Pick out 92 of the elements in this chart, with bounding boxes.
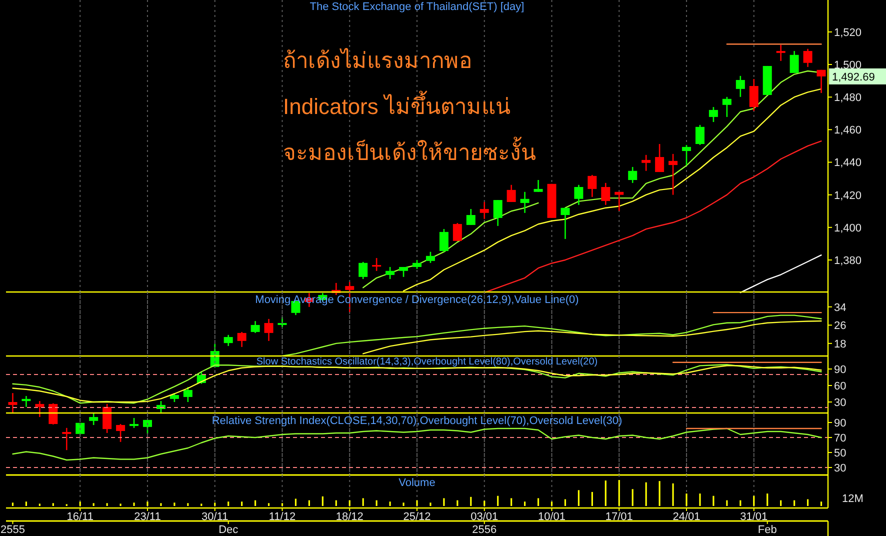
y-tick-label: 1,420 — [834, 190, 862, 202]
candlestick — [695, 124, 704, 146]
candlestick — [102, 403, 112, 434]
candlestick — [183, 386, 192, 403]
chart-title: Slow Stochastics Oscillator(14,3,3),Overbought Level(80),Oversold Level(20) — [256, 356, 598, 368]
candlestick — [466, 208, 476, 226]
candlestick — [452, 222, 462, 242]
line-series — [282, 314, 822, 357]
candlestick — [372, 257, 382, 272]
y-tick-label: 1,500 — [834, 60, 862, 72]
candlestick — [439, 228, 448, 252]
y-tick-label: 90 — [834, 418, 846, 430]
candlestick — [655, 143, 664, 173]
candlestick — [224, 334, 233, 347]
x-tick-label: 30/11 — [202, 511, 228, 523]
y-tick-label: 18 — [834, 338, 846, 350]
candlestick — [386, 266, 395, 280]
candlestick — [614, 191, 624, 212]
y-tick-label: 1,460 — [834, 124, 862, 137]
line-series — [362, 320, 822, 354]
candlestick — [736, 75, 745, 98]
candlestick — [35, 400, 44, 418]
candlestick — [480, 201, 489, 220]
annotation: จะมองเป็นเด้งให้ขายซะงั้น — [283, 137, 536, 165]
candlestick — [22, 395, 31, 408]
x-tick-label: 16/11 — [66, 511, 94, 523]
candlestick — [278, 316, 287, 328]
candlestick — [116, 423, 126, 443]
category-label: 2556 — [472, 524, 497, 536]
y-tick-label: 1,440 — [834, 157, 862, 170]
y-tick-label: 70 — [834, 432, 846, 444]
chart-title: The Stock Exchange of Thailand(SET) [day] — [310, 1, 524, 13]
candlestick — [574, 184, 584, 206]
x-tick-label: 17/01 — [605, 511, 633, 523]
line-series — [740, 254, 822, 294]
y-tick-label: 90 — [834, 364, 846, 376]
annotation: Indicators ไม่ขึ้นตามแน่ — [283, 91, 510, 119]
y-tick-label: 60 — [834, 380, 846, 392]
candlestick — [803, 48, 812, 68]
category-label: 2555 — [0, 524, 25, 536]
x-tick-label: 31/01 — [740, 511, 768, 523]
candlestick — [816, 69, 826, 94]
x-tick-label: 24/01 — [672, 511, 700, 523]
x-tick-label: 23/11 — [134, 511, 161, 523]
annotation: ถ้าเด้งไม่แรงมากพอ — [283, 48, 472, 73]
candlestick — [237, 331, 246, 348]
y-tick-label: 1,480 — [834, 92, 862, 104]
candlestick — [708, 106, 718, 123]
candlestick — [642, 154, 651, 172]
candlestick — [601, 182, 610, 206]
category-label: Dec — [218, 524, 239, 536]
y-tick-label: 1,520 — [834, 26, 862, 39]
text: 12M — [842, 493, 864, 505]
candlestick — [264, 318, 274, 342]
y-tick-label: 26 — [834, 320, 846, 332]
y-tick-label: 34 — [834, 302, 846, 314]
candlestick — [506, 184, 516, 203]
x-tick-label: 25/12 — [403, 511, 431, 523]
x-tick-label: 11/12 — [268, 511, 296, 523]
y-tick-label: 1,400 — [834, 222, 862, 234]
category-label: Feb — [758, 524, 777, 536]
candlestick — [426, 251, 435, 264]
y-tick-label: 1,380 — [834, 254, 862, 267]
y-tick-label: 30 — [834, 462, 846, 474]
candlestick — [8, 392, 18, 414]
candlestick — [628, 166, 638, 184]
candlestick — [520, 191, 530, 214]
y-tick-label: 50 — [834, 448, 846, 460]
candlestick — [749, 78, 758, 112]
x-tick-label: 10/01 — [538, 511, 566, 523]
candlestick — [493, 199, 502, 227]
candlestick — [89, 412, 98, 426]
candlestick — [534, 179, 543, 193]
candlestick — [668, 153, 678, 196]
chart-title: Volume — [398, 477, 436, 489]
candlestick — [62, 427, 72, 451]
candlestick — [130, 417, 139, 429]
x-tick-label: 03/01 — [470, 511, 498, 523]
chart-title: Relative Strength Index(CLOSE,14,30,70),Overbought Level(70),Oversold Level(30) — [212, 415, 622, 427]
y-tick-label: 30 — [834, 397, 846, 409]
line-series — [12, 428, 822, 461]
candlestick — [250, 320, 260, 334]
candlestick — [722, 96, 732, 118]
candlestick — [790, 50, 799, 74]
candlestick — [588, 174, 597, 198]
text: 1,492.69 — [832, 71, 875, 84]
candlestick — [682, 144, 692, 166]
candlestick — [776, 44, 786, 62]
candlestick — [560, 207, 570, 240]
candlestick — [358, 261, 368, 280]
x-tick-label: 18/12 — [336, 511, 364, 523]
candlestick — [48, 402, 58, 426]
